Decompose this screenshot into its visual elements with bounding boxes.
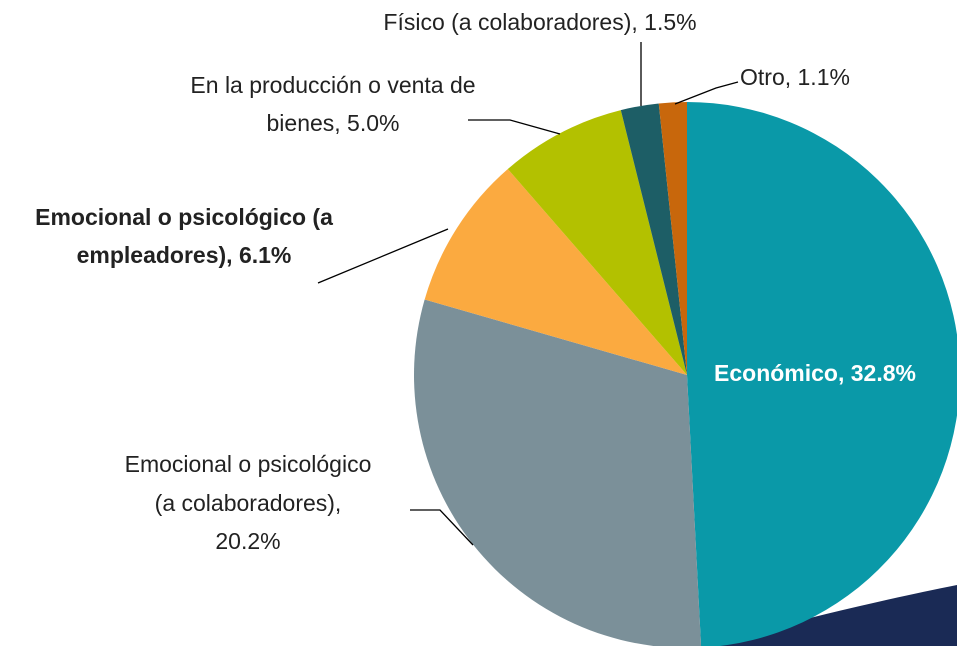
leader-line [410, 509, 474, 546]
data-label: empleadores), 6.1% [77, 242, 292, 268]
pie-slice [687, 102, 957, 646]
pie-slice [424, 169, 687, 375]
data-label: Económico, 32.8% [714, 360, 916, 386]
data-label: En la producción o venta de [190, 72, 475, 98]
data-label: Emocional o psicológico (a [35, 204, 333, 230]
data-label: bienes, 5.0% [267, 110, 400, 136]
leader-line [317, 228, 449, 284]
leader-line [674, 81, 739, 105]
data-label: 20.2% [215, 528, 280, 554]
leader-line [468, 119, 561, 135]
data-label: Otro, 1.1% [740, 64, 850, 90]
pie-slice [658, 102, 687, 375]
pie-slice [414, 299, 702, 646]
data-label: (a colaboradores), [155, 490, 342, 516]
data-label: Físico (a colaboradores), 1.5% [383, 9, 696, 35]
pie-slice [620, 103, 687, 375]
data-label: Emocional o psicológico [125, 451, 372, 477]
pie-slice [507, 110, 687, 375]
